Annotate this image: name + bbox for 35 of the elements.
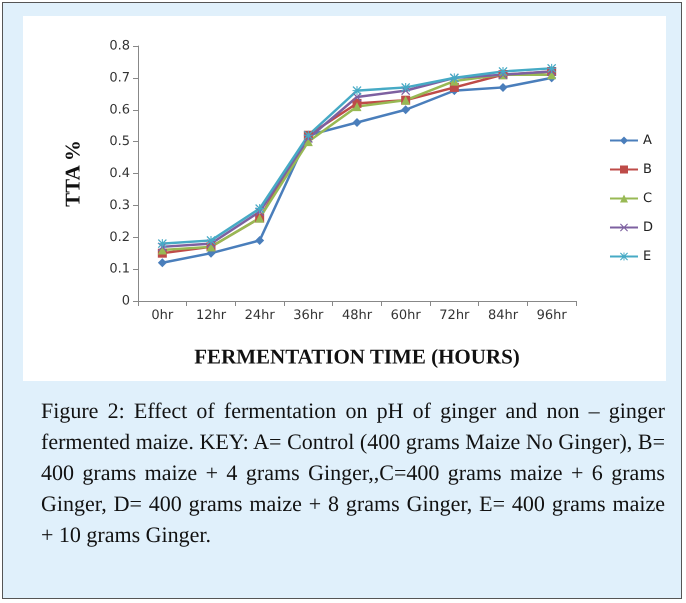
y-tick-label: 0.4 — [109, 166, 130, 181]
y-tick-label: 0.2 — [109, 230, 130, 245]
x-tick-label: 48hr — [342, 308, 373, 323]
y-tick-label: 0.3 — [109, 198, 130, 213]
x-tick-label: 96hr — [536, 308, 568, 323]
point — [255, 204, 264, 214]
point — [352, 102, 362, 112]
x-tick-label: 0hr — [151, 308, 174, 323]
caption: Figure 2: Effect of fermentation on pH of ginger and non – ginger fermented maize. KEY: A= Control (400 grams Maize No Ginger), B= 400 grams maize + 4 grams Ginger,,C=400 grams maize + 6 grams Ginger, D= 400 grams maize + 8 grams Ginger, E= 400 grams maize + 10 grams Ginger. — [41, 397, 665, 549]
legend-label: A — [642, 133, 652, 148]
x-tick-label: 36hr — [293, 308, 324, 323]
point — [255, 236, 264, 245]
x-tick-label: 60hr — [390, 308, 422, 323]
point — [352, 86, 362, 96]
x-tick-label: 84hr — [488, 308, 519, 323]
y-tick-label: 0.5 — [109, 134, 130, 150]
x-tick-label: 72hr — [439, 308, 470, 323]
y-tick-label: 0.8 — [109, 38, 130, 54]
point — [401, 82, 410, 92]
legend-label: E — [642, 249, 652, 264]
y-axis-title: TTA % — [60, 140, 84, 207]
legend-label: B — [642, 162, 652, 177]
y-tick-label: 0 — [122, 294, 130, 308]
point — [352, 118, 362, 127]
legend-label: C — [642, 191, 652, 206]
x-tick-label: 12hr — [196, 308, 227, 323]
y-tick-label: 0.6 — [109, 102, 130, 118]
point — [498, 82, 508, 92]
y-tick-label: 0.7 — [109, 70, 130, 86]
point — [401, 105, 410, 114]
legend-label: D — [642, 220, 654, 235]
point — [158, 258, 167, 268]
x-axis-title: FERMENTATION TIME (HOURS) — [194, 344, 520, 368]
y-tick-label: 0.1 — [109, 262, 130, 277]
x-tick-label: 24hr — [244, 308, 276, 323]
